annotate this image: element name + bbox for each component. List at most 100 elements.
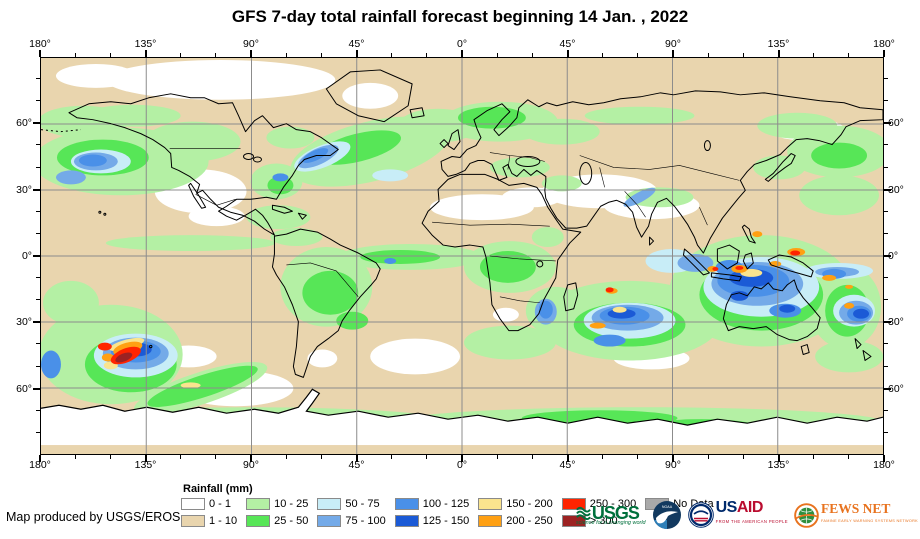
legend-column: 50 - 75 75 - 100	[317, 497, 386, 527]
legend-label: 50 - 75	[345, 497, 380, 510]
lat-tick-right	[884, 188, 891, 191]
lon-tick-bottom	[320, 455, 322, 459]
lon-label-top: 45°	[348, 38, 365, 50]
lon-tick-bottom	[285, 455, 287, 459]
lon-tick-bottom	[215, 455, 217, 459]
lat-tick-left	[36, 232, 40, 234]
lat-tick-right	[884, 122, 891, 125]
lat-tick-left	[36, 299, 40, 301]
lat-tick-right	[884, 321, 891, 324]
lon-label-top: 0°	[456, 38, 468, 50]
credit-text: Map produced by USGS/EROS	[6, 510, 181, 524]
lon-tick-bottom	[672, 455, 674, 462]
legend-item: 75 - 100	[317, 514, 386, 527]
lat-tick-left	[36, 100, 40, 102]
lon-label-bottom: 45°	[559, 459, 576, 471]
lon-tick-bottom	[531, 455, 533, 459]
lat-tick-right	[884, 431, 888, 433]
legend-swatch	[394, 497, 419, 510]
lat-label-left: 30°	[16, 183, 32, 196]
lat-tick-left	[33, 122, 40, 125]
lon-tick-bottom	[461, 455, 463, 462]
lat-tick-left	[36, 166, 40, 168]
lat-tick-right	[884, 144, 888, 146]
logo-row: USGS science for a changing world NOAA U…	[576, 497, 918, 533]
usgs-wordmark: USGS	[591, 502, 640, 523]
legend-swatch	[317, 514, 342, 527]
lon-tick-bottom	[848, 455, 850, 459]
lat-label-left: 0°	[21, 250, 32, 262]
lon-tick-bottom	[180, 455, 182, 459]
lon-tick-bottom	[109, 455, 111, 459]
fewsnet-globe-icon	[794, 502, 819, 528]
lat-tick-left	[36, 409, 40, 411]
legend-swatch	[561, 514, 586, 527]
lat-tick-left	[36, 277, 40, 279]
lon-tick-bottom	[742, 455, 744, 459]
lon-label-top: 180°	[873, 38, 895, 50]
lat-tick-left	[36, 78, 40, 80]
lon-tick-top	[74, 53, 76, 57]
lon-tick-bottom	[250, 455, 252, 462]
lon-tick-top	[566, 50, 569, 57]
lat-tick-right	[884, 166, 888, 168]
legend-swatch	[478, 497, 503, 510]
map-canvas	[41, 58, 883, 454]
lon-tick-top	[355, 50, 358, 57]
lon-tick-bottom	[496, 455, 498, 459]
lon-label-top: 135°	[767, 38, 790, 50]
legend-label: 125 - 150	[422, 514, 470, 527]
lat-label-right: 0°	[888, 250, 899, 262]
lat-tick-right	[884, 255, 891, 257]
graticule	[41, 58, 883, 454]
lon-tick-top	[426, 53, 428, 57]
lon-tick-bottom	[777, 455, 780, 462]
lat-tick-left	[33, 255, 40, 257]
lon-tick-top	[109, 53, 111, 57]
legend-item: 10 - 25	[246, 497, 308, 510]
legend-item: 150 - 200	[478, 497, 553, 510]
legend-item: 100 - 125	[394, 497, 469, 510]
legend-item: 125 - 150	[394, 514, 470, 527]
lon-tick-bottom	[39, 455, 41, 462]
lon-tick-bottom	[355, 455, 358, 462]
page-title: GFS 7-day total rainfall forecast beginn…	[231, 7, 689, 26]
legend-swatch	[181, 497, 205, 510]
usaid-logo: USAID FROM THE AMERICAN PEOPLE	[687, 499, 788, 529]
legend-label: 150 - 200	[506, 497, 553, 510]
lon-tick-top	[39, 50, 41, 57]
legend-item: 1 - 10	[181, 514, 237, 527]
usaid-wordmark-aid: AID	[736, 499, 764, 516]
lon-tick-top	[602, 53, 604, 57]
lat-tick-right	[884, 210, 888, 212]
legend-item: 250 - 300	[561, 497, 637, 510]
lon-tick-bottom	[391, 455, 393, 459]
lat-tick-right	[884, 232, 888, 234]
lon-label-bottom: 45°	[348, 459, 365, 471]
lon-tick-top	[742, 53, 744, 57]
lat-tick-right	[884, 299, 888, 301]
fewsnet-tagline: FAMINE EARLY WARNING SYSTEMS NETWORK	[820, 519, 918, 523]
lon-tick-top	[777, 50, 780, 57]
lon-label-top: 135°	[134, 38, 157, 50]
lon-tick-top	[215, 53, 217, 57]
legend-label: 200 - 250	[506, 514, 553, 527]
lat-tick-left	[36, 365, 40, 367]
lat-tick-left	[36, 210, 40, 212]
legend-swatch	[246, 514, 271, 527]
lon-tick-top	[883, 50, 885, 57]
legend-swatch	[478, 514, 503, 527]
lat-tick-right	[884, 100, 888, 102]
lon-tick-bottom	[813, 455, 815, 459]
lon-label-bottom: 135°	[767, 459, 790, 471]
lon-tick-top	[813, 53, 815, 57]
legend-label: 250 - 300	[589, 497, 637, 510]
fewsnet-logo: FEWS NET FAMINE EARLY WARNING SYSTEMS NE…	[794, 502, 918, 528]
rain-layer-gt300	[115, 352, 133, 363]
lat-label-left: 60°	[16, 117, 32, 130]
coastlines	[41, 69, 883, 378]
legend-swatch	[317, 497, 342, 510]
svg-text:NOAA: NOAA	[662, 505, 673, 509]
lon-label-bottom: 180°	[29, 459, 51, 471]
